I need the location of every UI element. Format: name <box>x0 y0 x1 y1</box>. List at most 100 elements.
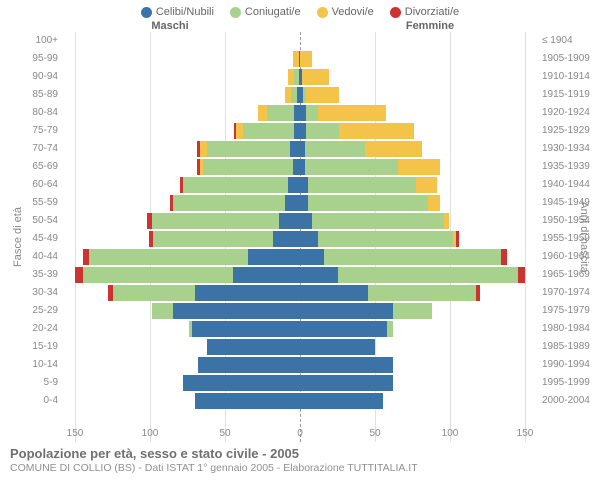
pyramid-row <box>60 374 540 392</box>
x-tick: 50 <box>369 428 380 439</box>
y-left-tick: 80-84 <box>0 104 58 122</box>
male-bar <box>285 87 300 103</box>
legend-dot <box>230 7 241 18</box>
female-bar <box>300 267 525 283</box>
male-bar <box>195 393 300 409</box>
female-bar <box>300 159 440 175</box>
y-right-tick: 1990-1994 <box>542 356 600 374</box>
bar-segment <box>207 339 300 355</box>
female-bar <box>300 339 375 355</box>
male-bar <box>152 303 301 319</box>
x-tick: 0 <box>297 428 303 439</box>
y-right-tick: 1915-1919 <box>542 86 600 104</box>
pyramid-row <box>60 320 540 338</box>
y-right-tick: 1945-1949 <box>542 194 600 212</box>
bar-segment <box>233 267 301 283</box>
bar-segment <box>236 123 244 139</box>
chart-title: Popolazione per età, sesso e stato civil… <box>10 446 590 461</box>
y-left-tick: 50-54 <box>0 212 58 230</box>
y-right-tick: 1930-1934 <box>542 140 600 158</box>
male-label: Maschi <box>0 20 300 32</box>
y-left-tick: 25-29 <box>0 302 58 320</box>
bar-segment <box>300 357 393 373</box>
male-bar <box>207 339 300 355</box>
y-right-ticks: ≤ 19041905-19091910-19141915-19191920-19… <box>542 32 600 410</box>
pyramid-row <box>60 194 540 212</box>
bar-segment <box>339 123 414 139</box>
female-label: Femmine <box>300 20 600 32</box>
x-tick: 100 <box>442 428 459 439</box>
bar-segment <box>456 231 459 247</box>
pyramid-row <box>60 86 540 104</box>
male-bar <box>149 231 301 247</box>
bar-segment <box>393 303 432 319</box>
bar-segment <box>318 231 453 247</box>
y-right-tick: 2000-2004 <box>542 392 600 410</box>
bar-segment <box>173 195 286 211</box>
bar-segment <box>302 69 329 85</box>
x-axis: 15010050050100150 <box>60 428 540 442</box>
female-bar <box>300 231 459 247</box>
y-left-tick: 30-34 <box>0 284 58 302</box>
footer: Popolazione per età, sesso e stato civil… <box>0 442 600 474</box>
bar-segment <box>305 159 398 175</box>
male-bar <box>293 51 301 67</box>
bar-segment <box>428 195 440 211</box>
legend-item: Celibi/Nubili <box>141 6 214 18</box>
female-bar <box>300 69 329 85</box>
bar-segment <box>312 213 444 229</box>
male-bar <box>83 249 301 265</box>
y-left-tick: 95-99 <box>0 50 58 68</box>
bar-segment <box>306 105 318 121</box>
bar-segment <box>258 105 267 121</box>
bar-segment <box>306 123 339 139</box>
legend: Celibi/NubiliConiugati/eVedovi/eDivorzia… <box>0 0 600 20</box>
rows <box>60 32 540 442</box>
pyramid-row <box>60 248 540 266</box>
y-right-tick: 1975-1979 <box>542 302 600 320</box>
y-right-tick: 1910-1914 <box>542 68 600 86</box>
bar-segment <box>501 249 507 265</box>
male-bar <box>147 213 300 229</box>
y-left-tick: 65-69 <box>0 158 58 176</box>
y-left-tick: 45-49 <box>0 230 58 248</box>
female-bar <box>300 105 386 121</box>
pyramid-row <box>60 140 540 158</box>
bar-segment <box>398 159 440 175</box>
pyramid-row <box>60 122 540 140</box>
y-left-tick: 90-94 <box>0 68 58 86</box>
bar-segment <box>290 141 301 157</box>
bar-segment <box>248 249 301 265</box>
bar-segment <box>368 285 476 301</box>
bar-segment <box>273 231 300 247</box>
y-right-tick: 1960-1964 <box>542 248 600 266</box>
bar-segment <box>279 213 300 229</box>
y-left-tick: 20-24 <box>0 320 58 338</box>
bar-segment <box>318 105 386 121</box>
pyramid-row <box>60 104 540 122</box>
bar-segment <box>195 393 300 409</box>
female-bar <box>300 213 449 229</box>
x-tick: 100 <box>142 428 159 439</box>
bar-segment <box>207 141 290 157</box>
bar-segment <box>365 141 422 157</box>
male-bar <box>108 285 300 301</box>
bar-segment <box>416 177 437 193</box>
pyramid-row <box>60 392 540 410</box>
bar-segment <box>300 393 383 409</box>
bar-segment <box>113 285 196 301</box>
bar-segment <box>444 213 449 229</box>
female-bar <box>300 285 480 301</box>
y-right-tick: 1985-1989 <box>542 338 600 356</box>
y-left-tick: 100+ <box>0 32 58 50</box>
legend-label: Vedovi/e <box>332 6 374 18</box>
y-right-tick: 1980-1984 <box>542 320 600 338</box>
y-right-tick: 1925-1929 <box>542 122 600 140</box>
gender-header: Maschi Femmine <box>0 20 600 32</box>
bar-segment <box>173 303 301 319</box>
x-tick: 150 <box>67 428 84 439</box>
y-left-tick: 85-89 <box>0 86 58 104</box>
bar-segment <box>306 87 339 103</box>
pyramid-row <box>60 176 540 194</box>
male-bar <box>170 195 301 211</box>
